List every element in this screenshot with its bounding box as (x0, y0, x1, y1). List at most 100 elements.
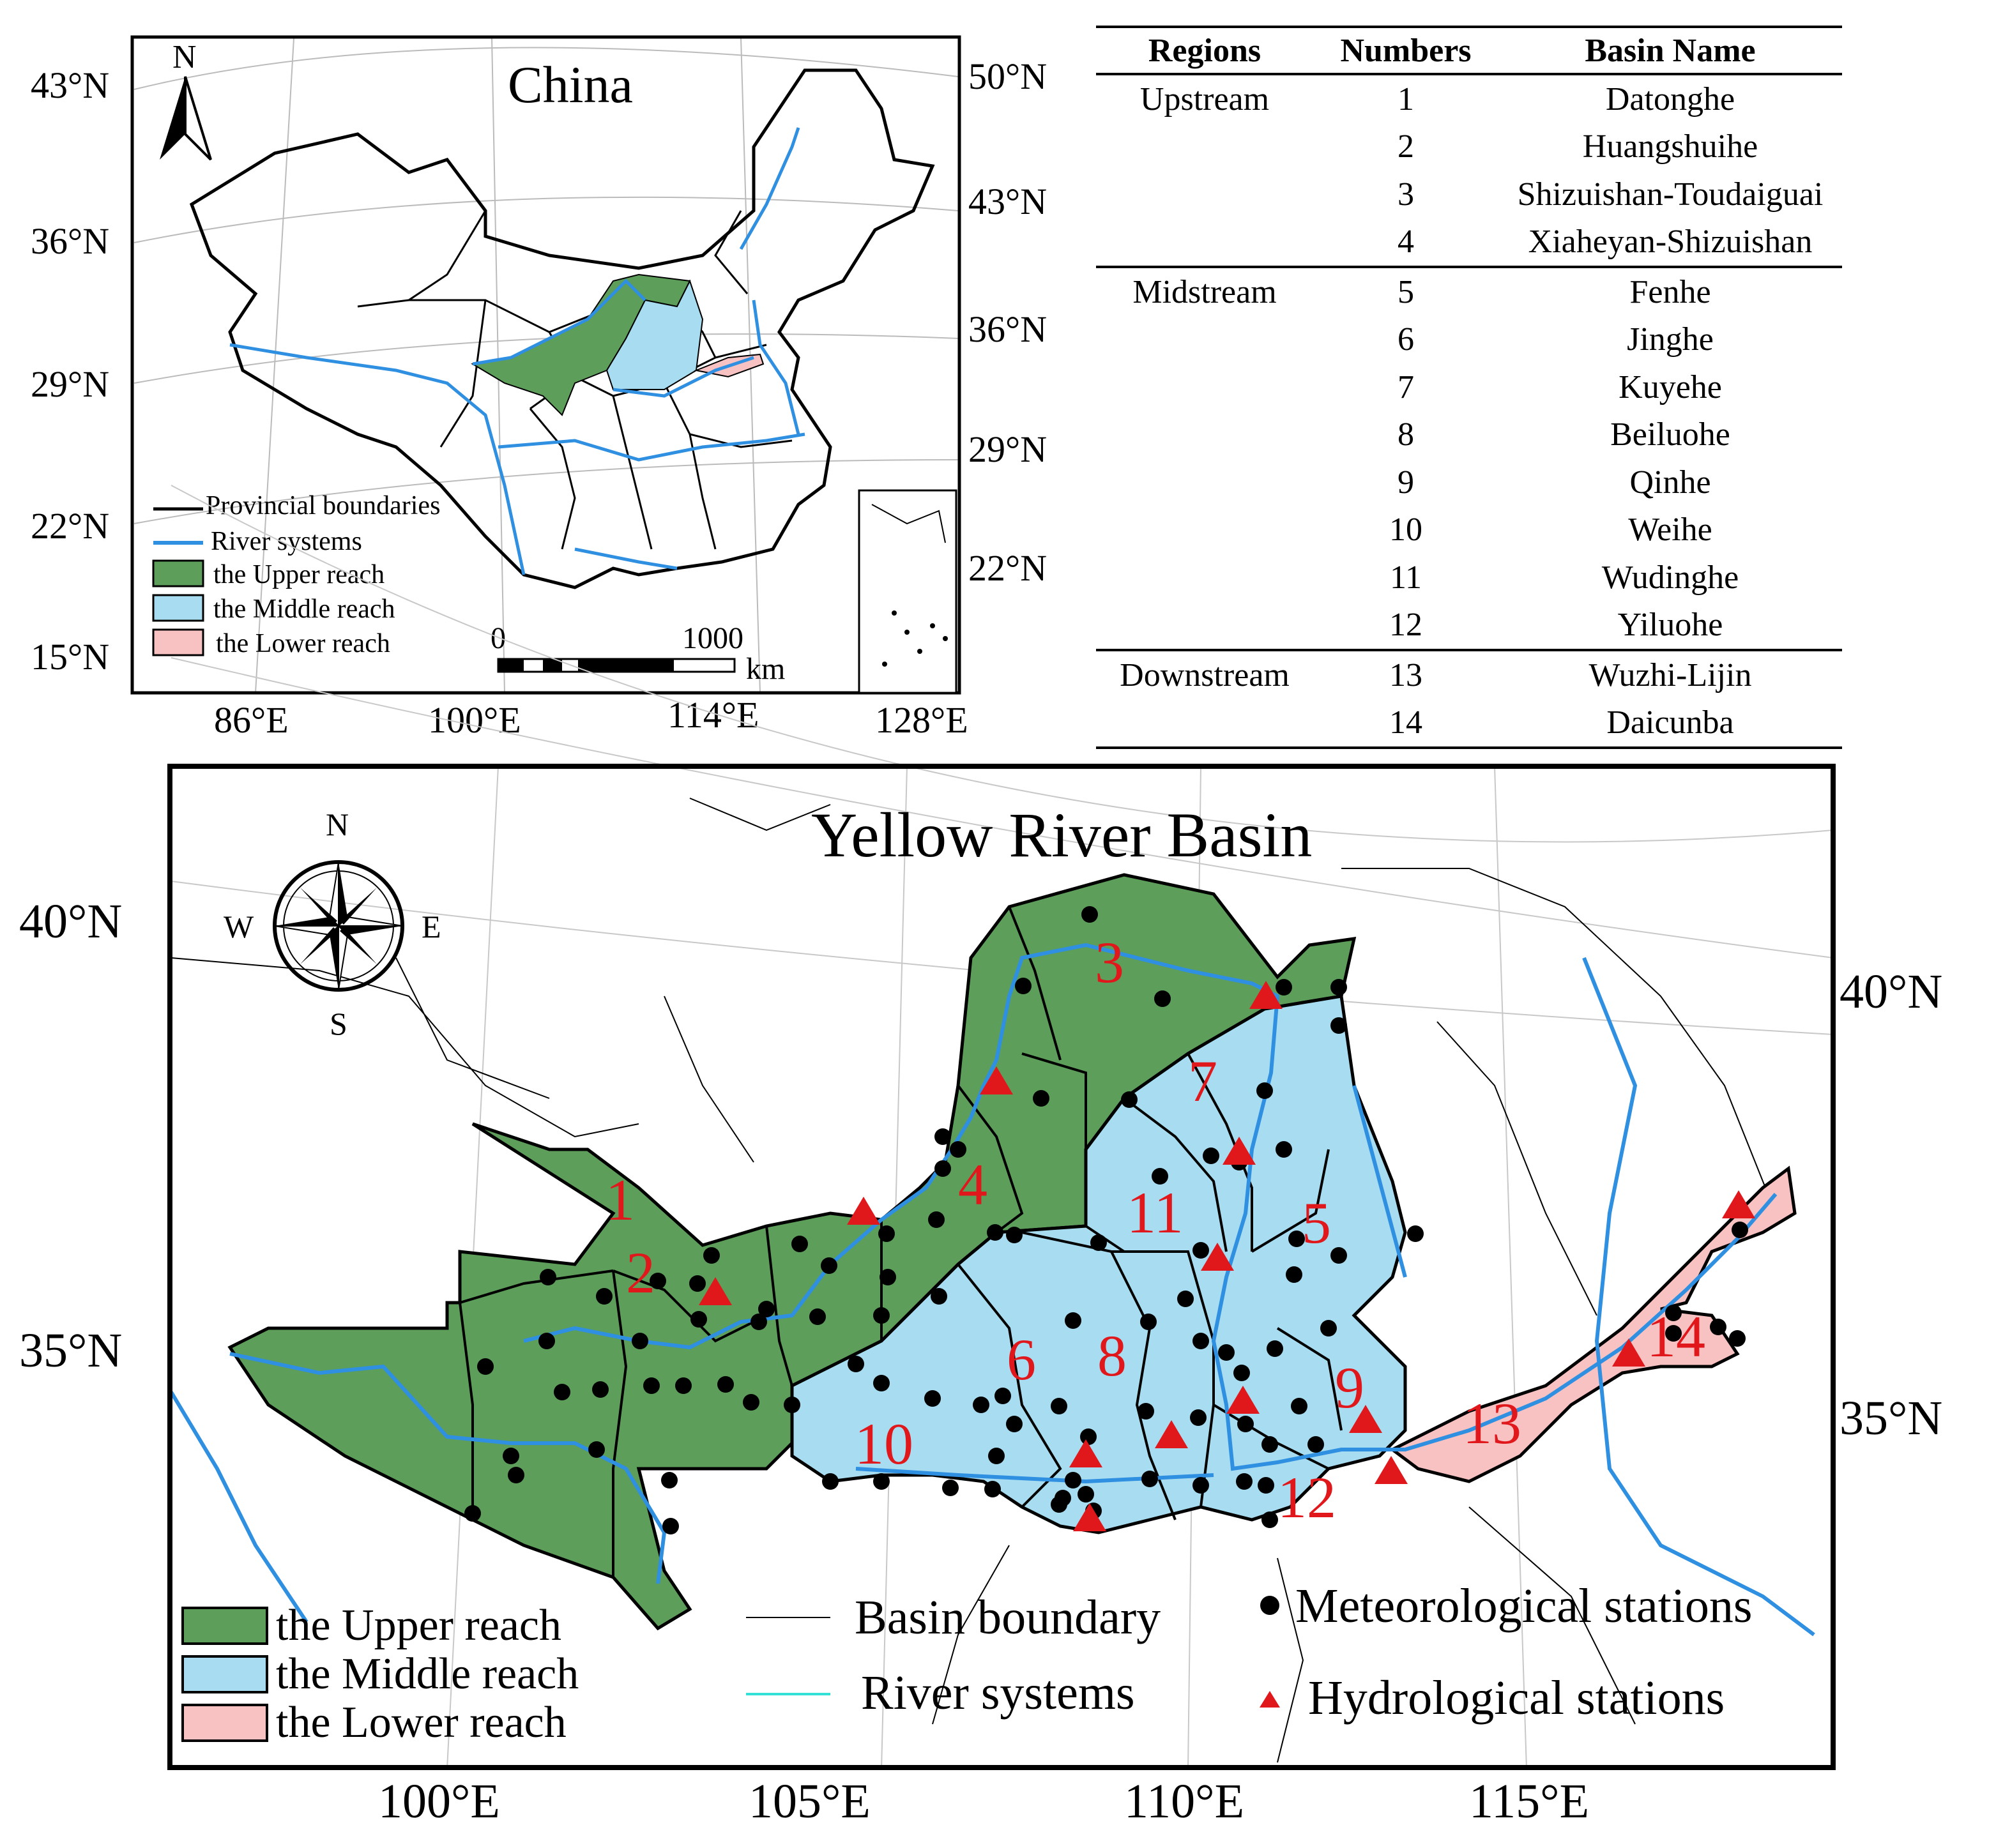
meteorological-station (1121, 1091, 1138, 1108)
meteorological-station (1233, 1365, 1250, 1381)
scale-bar (497, 658, 736, 673)
meteorological-station (1261, 1511, 1278, 1528)
table-row: 12 Yiluohe (1096, 601, 1842, 651)
meteorological-station (1330, 1247, 1347, 1264)
inset-lat-right-4: 29°N (968, 428, 1048, 470)
meteorological-station (1015, 978, 1032, 994)
table-row: 3 Shizuishan-Toudaiguai (1398, 176, 1824, 213)
meteorological-station (784, 1397, 800, 1413)
meteorological-station (690, 1311, 707, 1328)
meteorological-station (1231, 1154, 1247, 1170)
meteorological-station (1276, 979, 1292, 996)
meteorological-station (632, 1333, 648, 1349)
meteorological-station (1006, 1416, 1023, 1432)
meteorological-station (1051, 1496, 1067, 1513)
meteorological-station (661, 1472, 678, 1488)
inset-map-title: China (508, 56, 633, 114)
header-regions: Regions (1148, 32, 1261, 69)
inset-middle-reach (606, 279, 704, 390)
meteorological-station (503, 1448, 519, 1464)
inset-lat-left-5: 15°N (31, 636, 110, 678)
legend-middle-reach: the Middle reach (276, 1649, 579, 1699)
meteorological-station (1236, 1473, 1253, 1490)
hydrological-station (1069, 1439, 1102, 1467)
meteorological-station (1085, 1503, 1102, 1519)
basin-number-1: 1 (606, 1167, 635, 1232)
inset-lat-right-5: 22°N (968, 547, 1048, 589)
legend-lower-reach: the Lower reach (276, 1698, 567, 1747)
meteorological-station (1051, 1398, 1067, 1414)
inset-lat-right-3: 36°N (968, 308, 1048, 350)
meteorological-station (880, 1269, 896, 1285)
basin-number-7: 7 (1188, 1049, 1217, 1114)
basin-number-2: 2 (626, 1240, 655, 1305)
meteorological-station (928, 1211, 945, 1228)
main-lat-right-35: 35°N (1840, 1391, 1943, 1445)
meteorological-station (924, 1390, 941, 1407)
main-lon-115: 115°E (1469, 1775, 1589, 1828)
table-row: 2 Huangshuihe (1398, 128, 1758, 165)
meteorological-station (1192, 1477, 1209, 1494)
meteorological-station (1732, 1222, 1748, 1238)
hydrological-station (1201, 1243, 1234, 1271)
table-row: 11 Wudinghe (1389, 559, 1739, 596)
yellow-river-main (229, 943, 1778, 1584)
hydrological-station (1249, 981, 1283, 1009)
meteorological-station (821, 1257, 837, 1274)
inset-lat-left-4: 22°N (31, 505, 110, 547)
hydrological-station (1223, 1137, 1256, 1165)
meteorological-station (758, 1301, 775, 1317)
meteorological-station (477, 1358, 494, 1375)
table-row: Upstream 1 Datonghe (1139, 80, 1735, 117)
inset-lon-3: 114°E (667, 694, 759, 736)
meteorological-station (538, 1333, 555, 1349)
main-lat-left-35: 35°N (19, 1324, 123, 1377)
meteorological-station (1140, 1314, 1157, 1330)
scale-start-label: 0 (491, 621, 506, 655)
inset-legend-symbols (152, 507, 204, 656)
table-row: Midstream 5 Fenhe (1132, 273, 1711, 310)
basin-number-4: 4 (958, 1152, 987, 1217)
meteorological-station (1286, 1266, 1302, 1283)
meteorological-station (878, 1225, 895, 1242)
hydrological-station (1155, 1420, 1188, 1448)
inset-lon-1: 86°E (214, 699, 289, 741)
meteorological-station (588, 1441, 605, 1458)
meteorological-station (1320, 1320, 1337, 1337)
compass-w: W (224, 909, 254, 944)
inset-lat-left-3: 29°N (31, 363, 110, 405)
meteorological-station (934, 1160, 951, 1177)
basin-number-14: 14 (1647, 1304, 1705, 1369)
basin-number-12: 12 (1277, 1465, 1336, 1530)
meteorological-station (689, 1275, 706, 1292)
compass-s: S (330, 1006, 347, 1041)
basin-number-11: 11 (1127, 1180, 1184, 1245)
inset-lon-2: 100°E (428, 699, 521, 741)
basin-number-3: 3 (1095, 930, 1124, 995)
meteorological-station (873, 1307, 890, 1324)
meteorological-station (554, 1384, 570, 1400)
meteorological-station (791, 1236, 808, 1252)
north-arrow-icon (160, 76, 212, 161)
meteorological-station (1081, 906, 1098, 923)
meteorological-station (1261, 1436, 1278, 1453)
table-row: 8 Beiluohe (1398, 416, 1730, 453)
meteorological-station (1267, 1340, 1283, 1357)
inset-lat-left-1: 43°N (31, 64, 110, 106)
inset-lon-4: 128°E (875, 699, 968, 741)
meteorological-station (1055, 1490, 1071, 1506)
meteorological-station (987, 1224, 1003, 1241)
table-row: 6 Jinghe (1398, 321, 1714, 358)
basin-number-9: 9 (1335, 1355, 1364, 1420)
main-map-title: Yellow River Basin (811, 799, 1313, 870)
table-row: Downstream 13 Wuzhi-Lijin (1120, 656, 1752, 693)
lower-reach-area (1389, 1165, 1797, 1483)
inset-legend-label-provincial: Provincial boundaries (206, 491, 441, 520)
inset-legend-label-lower: the Lower reach (216, 629, 390, 658)
meteorological-station (1080, 1428, 1097, 1445)
hydrological-station (1073, 1503, 1106, 1531)
south-china-sea-inset (858, 489, 957, 694)
basin-number-10: 10 (855, 1411, 913, 1476)
inset-lat-right-1: 50°N (968, 56, 1048, 97)
meteorological-station (1258, 1477, 1274, 1494)
